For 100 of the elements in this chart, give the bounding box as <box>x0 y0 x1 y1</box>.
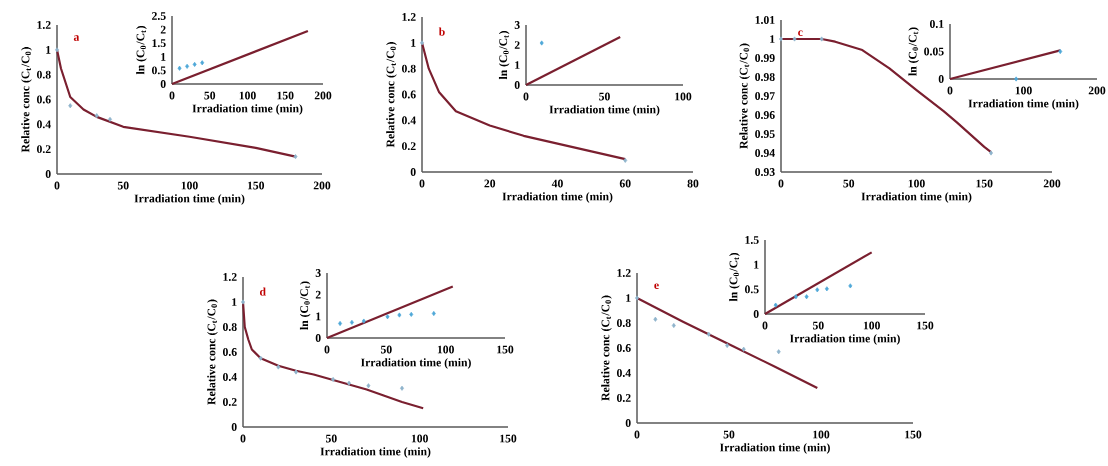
x-tick-label: 50 <box>723 430 735 439</box>
x-tick-label: 150 <box>905 430 922 439</box>
y-tick-label: 0.96 <box>755 111 775 119</box>
point <box>361 318 366 324</box>
x-tick-label: 100 <box>675 92 692 101</box>
point <box>671 323 676 329</box>
y-tick-label: 0 <box>938 75 944 83</box>
x-axis-title: Irradiation time (min) <box>861 192 972 203</box>
x-tick-label: 0 <box>324 345 330 354</box>
y-axis-title: ln (C$_{0}$/C$_{t}$) <box>729 252 740 302</box>
y-tick-label: 0.8 <box>36 70 51 79</box>
y-axis-title: Relative conc (C$_{t}$/C$_{0}$) <box>601 295 612 401</box>
x-tick-label: 100 <box>863 321 880 330</box>
point <box>293 154 298 160</box>
x-tick-label: 150 <box>247 181 265 190</box>
point <box>741 346 746 352</box>
x-tick-label: 150 <box>277 91 294 100</box>
y-tick-label: 0.4 <box>36 120 51 129</box>
point <box>706 331 711 337</box>
point <box>94 113 99 119</box>
x-tick-label: 200 <box>314 91 332 100</box>
x-tick-label: 100 <box>437 345 454 354</box>
y-tick-label: 0.2 <box>401 142 416 151</box>
y-tick-label: 2.5 <box>152 12 166 20</box>
y-tick-label: 0.99 <box>755 54 775 62</box>
x-tick-label: 100 <box>908 179 925 188</box>
x-tick-label: 100 <box>813 430 830 439</box>
y-tick-label: 0.97 <box>755 92 775 100</box>
x-tick-label: 80 <box>687 179 699 188</box>
point <box>409 311 414 317</box>
x-axis-title: Irradiation time (min) <box>968 99 1079 110</box>
point <box>725 342 730 349</box>
y-tick-label: 0.1 <box>929 20 944 28</box>
point <box>804 294 809 300</box>
point <box>349 319 354 325</box>
point <box>241 299 245 305</box>
x-axis-title: Irradiation time (min) <box>502 192 613 203</box>
x-tick-label: 200 <box>1043 179 1061 188</box>
y-tick-label: 0.2 <box>616 394 631 402</box>
y-tick-label: 1.5 <box>152 39 166 48</box>
point <box>773 302 778 308</box>
y-tick-label: 0 <box>315 334 321 342</box>
x-tick-label: 20 <box>484 179 496 188</box>
x-tick-label: 100 <box>1015 86 1032 95</box>
y-tick-label: 0.8 <box>222 323 237 331</box>
y-axis-title: ln (C$_{0}$/C$_{t}$) <box>908 27 919 76</box>
x-tick-label: 50 <box>117 181 129 190</box>
y-tick-label: 0.4 <box>401 116 416 125</box>
point <box>653 316 658 322</box>
x-axis-title: Irradiation time (min) <box>789 334 900 345</box>
point <box>848 283 853 289</box>
x-tick-label: 150 <box>917 321 934 330</box>
x-axis-title: Irradiation time (min) <box>719 443 830 454</box>
y-axis-title: Relative conc (C$_{t}$/C$_{0}$) <box>207 299 218 405</box>
x-tick-label: 150 <box>500 434 517 443</box>
y-tick-label: 0.5 <box>744 285 759 294</box>
x-tick-label: 100 <box>181 181 198 190</box>
point <box>635 295 639 301</box>
y-tick-label: 0.6 <box>36 95 51 104</box>
y-tick-label: 0.2 <box>222 398 237 406</box>
y-tick-label: 1 <box>515 61 520 69</box>
y-tick-label: 1 <box>754 260 759 269</box>
point <box>385 314 390 320</box>
y-tick-label: 1.2 <box>37 21 51 29</box>
x-tick-label: 0 <box>54 181 60 190</box>
y-tick-label: 2 <box>514 41 520 49</box>
y-tick-label: 0.5 <box>151 66 166 75</box>
y-tick-label: 3 <box>315 269 321 277</box>
y-tick-label: 1.01 <box>755 16 775 24</box>
point <box>366 383 371 389</box>
x-tick-label: 50 <box>325 434 337 443</box>
x-axis-title: Irradiation time (min) <box>320 447 431 458</box>
y-tick-label: 2 <box>315 290 321 299</box>
point <box>347 380 351 386</box>
y-axis-title: Relative conc (C$_{t}$/C$_{0}$) <box>739 43 750 149</box>
y-tick-label: 2 <box>160 25 166 34</box>
point <box>68 103 73 109</box>
y-tick-label: 0.6 <box>616 344 631 352</box>
annotation: b <box>438 27 445 36</box>
point <box>431 311 436 317</box>
y-tick-label: 0 <box>231 423 237 431</box>
x-tick-label: 0 <box>947 86 953 95</box>
point <box>331 376 336 383</box>
x-tick-label: 60 <box>619 179 631 188</box>
y-tick-label: 0.98 <box>755 73 775 81</box>
y-tick-label: 1 <box>161 52 166 61</box>
point <box>776 349 781 355</box>
x-tick-label: 0 <box>169 91 175 100</box>
y-tick-label: 3 <box>514 21 520 29</box>
point <box>400 385 404 391</box>
x-tick-label: 100 <box>239 91 256 100</box>
x-tick-label: 200 <box>313 181 331 190</box>
y-tick-label: 0.05 <box>924 47 944 56</box>
y-tick-label: 1 <box>316 312 321 321</box>
annotation: d <box>259 287 266 296</box>
x-tick-label: 0 <box>240 434 246 443</box>
y-tick-label: 0.6 <box>401 90 416 99</box>
y-tick-label: 1 <box>411 39 416 47</box>
y-axis-title: ln (C$_{0}$/C$_{t}$) <box>136 25 147 75</box>
y-axis-title: ln (C$_{0}$/C$_{t}$) <box>299 281 311 330</box>
